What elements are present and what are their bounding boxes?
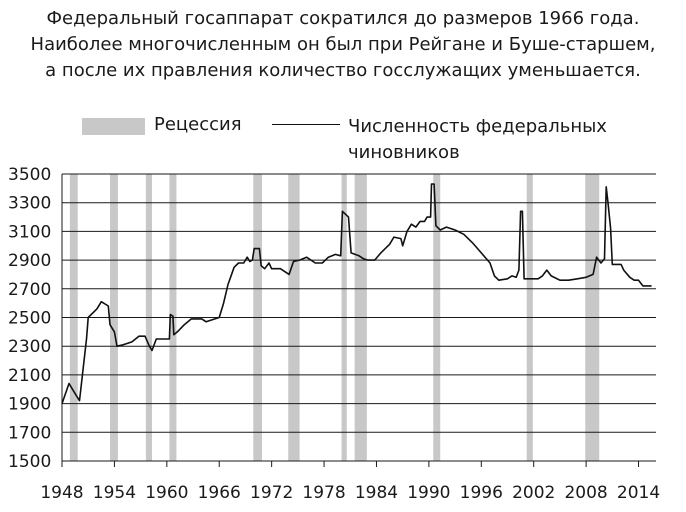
y-tick-label-1500: 1500 (8, 452, 51, 472)
chart-title: Федеральный госаппарат сократился до раз… (0, 6, 686, 84)
x-axis-ticks: 1948 1954 1960 1966 1972 1978 1984 1990 1996 2002… (40, 461, 660, 503)
series-line-0 (61, 183, 652, 404)
y-tick-label-2900: 2900 (8, 251, 51, 271)
chart-title-line-2: Наиболее многочисленным он был при Рейга… (30, 34, 656, 55)
x-tick-label-2014: 2014 (617, 483, 660, 503)
series-layer (61, 183, 652, 404)
legend-series-line (272, 124, 340, 125)
legend-recession-swatch (82, 118, 145, 135)
x-tick-label-1972: 1972 (250, 483, 293, 503)
y-axis-ticks: 1500 1700 1900 2100 2300 2500 2700 2900 3100 3300… (8, 165, 51, 472)
x-tick-label-1984: 1984 (355, 483, 398, 503)
y-tick-label-1700: 1700 (8, 423, 51, 443)
y-tick-label-2300: 2300 (8, 337, 51, 357)
y-tick-label-3100: 3100 (8, 222, 51, 242)
y-tick-label-2500: 2500 (8, 309, 51, 329)
chart-legend: Рецессия Численность федеральных чиновни… (0, 114, 686, 170)
chart-title-line-3: а после их правления количество госслужа… (45, 60, 641, 81)
legend-series-label: Численность федеральных чиновников (348, 116, 607, 163)
y-tick-label-3300: 3300 (8, 194, 51, 214)
y-tick-label-1900: 1900 (8, 395, 51, 415)
x-tick-label-1960: 1960 (145, 483, 188, 503)
x-tick-label-1954: 1954 (93, 483, 136, 503)
y-tick-label-2700: 2700 (8, 280, 51, 300)
x-tick-label-1990: 1990 (407, 483, 450, 503)
y-tick-label-3500: 3500 (8, 165, 51, 185)
x-tick-label-1948: 1948 (40, 483, 83, 503)
x-tick-label-2002: 2002 (512, 483, 555, 503)
x-tick-label-2008: 2008 (564, 483, 607, 503)
x-tick-label-1978: 1978 (302, 483, 345, 503)
chart-title-line-1: Федеральный госаппарат сократился до раз… (46, 8, 640, 29)
x-tick-label-1996: 1996 (460, 483, 503, 503)
x-tick-label-1966: 1966 (198, 483, 241, 503)
legend-recession-label: Рецессия (154, 114, 242, 135)
y-tick-label-2100: 2100 (8, 366, 51, 386)
grid-lines (61, 173, 656, 462)
